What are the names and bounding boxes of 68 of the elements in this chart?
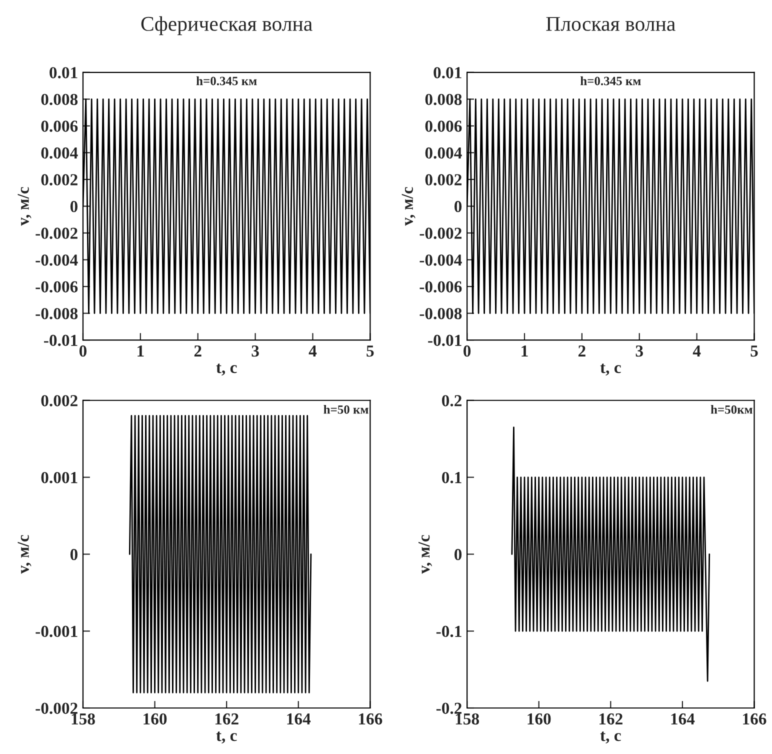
y-tick-label: -0.004 [36,254,78,266]
y-tick-label: -0.002 [36,702,78,714]
x-tick-label: 2 [578,345,586,356]
y-tick-label: 0.008 [41,94,78,106]
y-tick-label: -0.008 [420,308,462,320]
annotation: h=50км [710,404,752,414]
y-axis-title: v, м/с [18,187,32,226]
y-tick-label: 0.002 [425,174,462,186]
y-axis-title: v, м/с [418,535,432,574]
y-tick-label: 0.004 [41,147,78,159]
y-tick-label: 0.01 [434,67,462,78]
x-tick-label: 1 [522,345,528,356]
y-tick-label: 0.006 [425,120,462,132]
y-tick-label: 0 [454,548,462,560]
x-tick-label: 166 [359,713,382,725]
x-tick-label: 160 [528,713,551,725]
x-tick-label: 4 [692,346,701,356]
y-tick-label: 0.006 [41,120,78,132]
y-tick-label: 0.008 [425,94,462,106]
y-tick-label: 0.1 [442,472,462,484]
y-tick-label: 0.2 [442,395,462,406]
y-tick-label: 0.002 [41,395,78,406]
y-tick-label: 0 [70,200,78,212]
x-tick-label: 2 [194,345,202,356]
y-tick-label: -0.006 [420,281,462,293]
y-tick-label: 0.001 [41,472,78,484]
x-tick-label: 162 [215,713,238,725]
x-tick-label: 1 [138,345,144,356]
x-tick-label: 166 [743,713,766,725]
x-axis-title: t, с [600,364,621,376]
x-axis-title: t, с [216,364,237,376]
x-tick-label: 3 [636,345,643,357]
x-axis-title: t, с [216,732,237,744]
y-tick-label: -0.001 [36,626,78,638]
y-tick-label: 0 [70,548,78,560]
y-tick-label: 0.002 [41,174,78,186]
chart-title: Плоская волна [546,17,676,31]
x-tick-label: 0 [79,345,87,357]
y-tick-label: 0.01 [50,67,78,78]
y-tick-label: 0 [454,200,462,212]
x-tick-label: 0 [464,345,471,357]
x-tick-label: 5 [750,346,758,357]
y-tick-label: -0.01 [44,334,78,346]
x-tick-label: 162 [599,713,622,725]
chart-title: Сферическая волна [141,16,312,36]
y-tick-label: -0.002 [36,228,78,240]
y-axis-title: v, м/с [18,535,32,574]
y-tick-label: -0.1 [436,626,462,638]
x-tick-label: 5 [366,346,374,357]
y-tick-label: -0.008 [36,308,78,320]
y-axis-title: v, м/с [402,187,416,226]
x-tick-label: 4 [308,346,317,356]
x-tick-label: 3 [252,345,259,357]
annotation: h=0.345 км [196,76,257,86]
y-tick-label: -0.006 [36,281,78,293]
annotation: h=0.345 км [580,76,641,86]
x-axis-title: t, с [600,732,621,744]
y-tick-label: -0.002 [420,228,462,240]
x-tick-label: 160 [144,713,167,725]
y-tick-label: -0.2 [436,702,462,714]
y-tick-label: -0.01 [428,334,462,346]
annotation: h=50 км [324,404,368,414]
y-tick-label: -0.004 [420,254,462,266]
x-tick-label: 164 [287,713,311,725]
x-tick-label: 164 [671,713,695,725]
x-tick-label: 158 [456,713,480,725]
y-tick-label: 0.004 [425,147,462,159]
x-tick-label: 158 [72,713,95,725]
